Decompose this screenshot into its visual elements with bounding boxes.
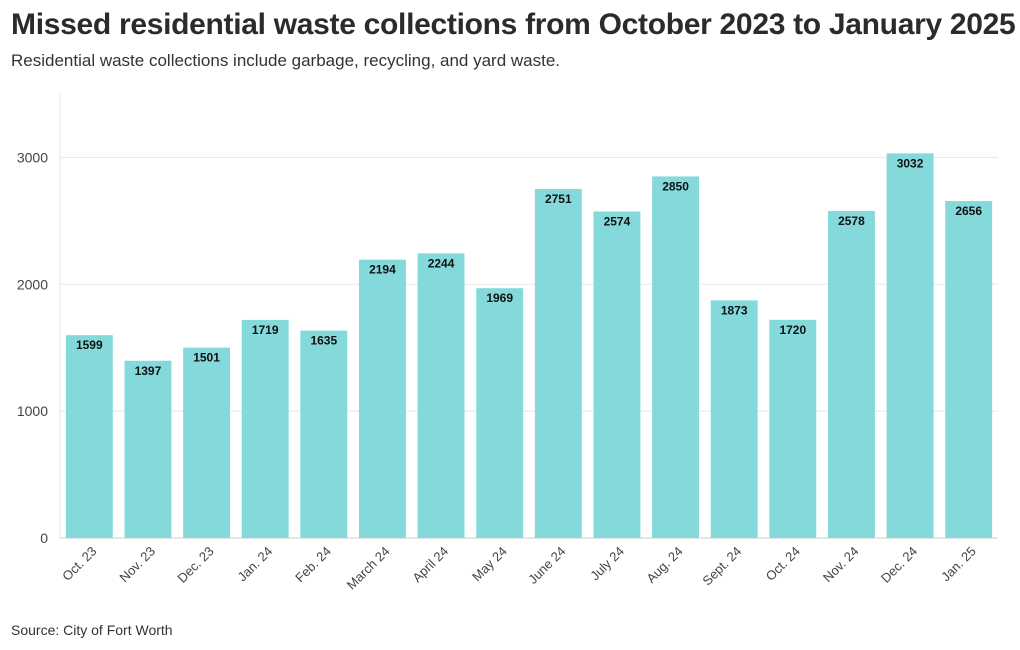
- x-tick-label: May 24: [469, 544, 510, 585]
- x-tick-label: July 24: [587, 544, 627, 584]
- bar-value-label: 2194: [369, 263, 396, 277]
- grid-layer: 0 1000 2000 3000: [17, 94, 998, 546]
- x-tick-label: Oct. 24: [763, 544, 803, 584]
- x-tick-label: Aug. 24: [643, 544, 685, 586]
- y-tick-label: 0: [40, 530, 48, 546]
- bar: [241, 319, 289, 538]
- y-tick-label: 1000: [17, 403, 48, 419]
- bar: [300, 330, 348, 538]
- bar: [476, 288, 524, 538]
- bar-value-label: 3032: [897, 156, 924, 170]
- bar-value-label: 1720: [779, 323, 806, 337]
- bar: [769, 319, 817, 538]
- bar-value-label: 2578: [838, 214, 865, 228]
- chart-title: Missed residential waste collections fro…: [11, 8, 1016, 41]
- x-tick-label: Oct. 23: [59, 544, 99, 584]
- x-tick-label: Feb. 24: [292, 544, 334, 586]
- bar: [593, 211, 641, 538]
- bar: [945, 201, 993, 538]
- x-tick-label: Dec. 23: [174, 544, 216, 586]
- bar-value-label: 2574: [604, 214, 631, 228]
- bar: [65, 335, 113, 538]
- x-tick-label: Jan. 25: [938, 544, 979, 585]
- bar: [710, 300, 758, 538]
- bar-value-label: 2656: [955, 204, 982, 218]
- bar: [827, 210, 875, 538]
- y-tick-label: 3000: [17, 149, 48, 165]
- bar: [358, 259, 406, 538]
- bar-value-label: 2751: [545, 192, 572, 206]
- bar: [417, 253, 465, 538]
- x-tick-label: March 24: [344, 544, 393, 593]
- bar-value-label: 1635: [310, 334, 337, 348]
- bar-value-label: 1501: [193, 351, 220, 365]
- bar-value-label: 1969: [486, 291, 513, 305]
- bar-value-label: 2850: [662, 179, 689, 193]
- bar: [183, 347, 231, 538]
- bar-value-label: 1599: [76, 338, 103, 352]
- bar-layer: [65, 153, 993, 539]
- x-tick-label: Jan. 24: [235, 544, 276, 585]
- bar: [886, 153, 934, 538]
- bar: [652, 176, 700, 538]
- bar-value-label: 1397: [135, 364, 162, 378]
- chart-subtitle: Residential waste collections include ga…: [11, 51, 561, 70]
- bar: [124, 360, 172, 538]
- x-tick-label: Dec. 24: [878, 544, 920, 586]
- x-tick-label: June 24: [525, 544, 568, 587]
- x-tick-label: Nov. 24: [820, 544, 862, 586]
- x-tick-label: Sept. 24: [699, 544, 744, 589]
- bar-value-label: 1873: [721, 303, 748, 317]
- source-note: Source: City of Fort Worth: [11, 622, 173, 638]
- y-tick-label: 2000: [17, 276, 48, 292]
- x-tick-label: Nov. 23: [116, 544, 158, 586]
- bar: [534, 189, 582, 539]
- x-tick-label: April 24: [409, 544, 451, 586]
- bar-value-label: 1719: [252, 323, 279, 337]
- bar-value-label: 2244: [428, 256, 455, 270]
